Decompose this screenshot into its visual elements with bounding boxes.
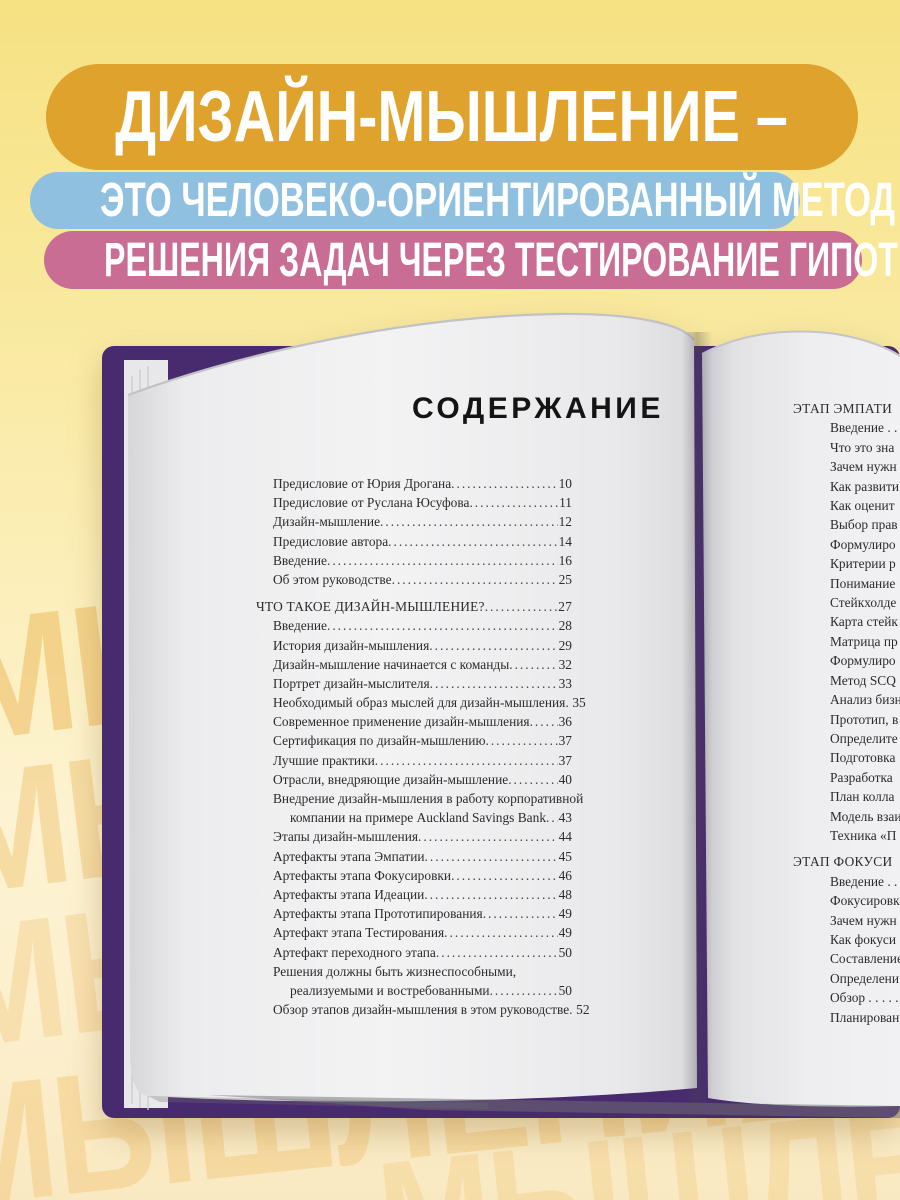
page-title: СОДЕРЖАНИЕ (412, 392, 664, 425)
toc-entry: Карта стейк (830, 614, 898, 630)
right-page-toc: ЭТАП ЭМПАТИ Введение . . . Что это зна Заче… (793, 399, 900, 1027)
toc-entry: Планирован (830, 1009, 900, 1025)
banner-headline: ДИЗАЙН-МЫШЛЕНИЕ – (46, 64, 858, 170)
toc-entry: Артефакт переходного этапа50 (256, 943, 572, 962)
toc-entry: Как оценит (830, 498, 895, 514)
toc-entry: Этапы дизайн-мышления44 (256, 827, 572, 846)
toc-entry: Дизайн-мышление начинается с команды32 (256, 655, 572, 674)
toc-entry: Фокусировк (830, 893, 900, 909)
toc-entry: Составление (830, 951, 900, 967)
toc-entry: Зачем нужн (830, 459, 897, 475)
banner-headline-text: ДИЗАЙН-МЫШЛЕНИЕ – (115, 77, 789, 157)
toc-entry: Введение . . . (830, 873, 900, 889)
toc-entry: Артефакты этапа Эмпатии45 (256, 847, 572, 866)
toc-entry: компании на примере Auckland Savings Ban… (256, 808, 572, 827)
toc-entry: Стейкхолде (830, 595, 897, 611)
toc-section-heading: ЭТАП ФОКУСИ (793, 854, 893, 870)
toc-entry: Отрасли, внедряющие дизайн-мышление40 (256, 770, 572, 789)
right-page (702, 331, 900, 1107)
toc-entry: Введение . . . (830, 420, 900, 436)
toc-entry: Артефакты этапа Фокусировки46 (256, 866, 572, 885)
toc-entry: Формулиро (830, 653, 896, 669)
toc-entry: Метод SCQ (830, 672, 896, 688)
toc-entry: Предисловие от Руслана Юсуфова11 (256, 493, 572, 512)
toc-entry: Введение28 (256, 616, 572, 635)
toc-entry: План колла (830, 789, 895, 805)
toc-entry: Лучшие практики37 (256, 751, 572, 770)
toc-entry: Внедрение дизайн-мышления в работу корпо… (273, 791, 584, 806)
toc-entry: Как развити (830, 478, 899, 494)
toc-entry: Матрица пр (830, 633, 898, 649)
toc-entry: Как фокуси (830, 931, 897, 947)
toc-entry: Подготовка (830, 750, 896, 766)
toc-entry: реализуемыми и востребованными50 (256, 981, 572, 1000)
toc-entry: Необходимый образ мыслей для дизайн-мышл… (256, 693, 586, 712)
toc-entry: Что это зна (830, 439, 895, 455)
toc-entry: ЧТО ТАКОЕ ДИЗАЙН-МЫШЛЕНИЕ?27 (256, 597, 572, 616)
toc-entry: Об этом руководстве25 (256, 570, 572, 589)
toc-entry: Прототип, в (830, 711, 899, 727)
toc-entry: Портрет дизайн-мыслителя33 (256, 674, 572, 693)
banner-subtitle-1-text: ЭТО ЧЕЛОВЕКО-ОРИЕНТИРОВАННЫЙ МЕТОД (100, 174, 896, 227)
toc-entry: Формулиро (830, 536, 896, 552)
banner-subtitle-1: ЭТО ЧЕЛОВЕКО-ОРИЕНТИРОВАННЫЙ МЕТОД (30, 172, 895, 229)
banner-subtitle-2: РЕШЕНИЯ ЗАДАЧ ЧЕРЕЗ ТЕСТИРОВАНИЕ ГИПОТЕЗ (44, 231, 900, 289)
toc-entry: Модель взаи (830, 808, 900, 824)
table-of-contents: Предисловие от Юрия Дрогана10Предисловие… (256, 474, 590, 1019)
toc-entry: Решения должны быть жизнеспособными, (273, 963, 517, 979)
toc-entry: Сертификация по дизайн-мышлению37 (256, 731, 572, 750)
toc-section-heading: ЭТАП ЭМПАТИ (793, 401, 893, 416)
toc-entry: Артефакты этапа Прототипирования49 (256, 904, 572, 923)
toc-entry: Предисловие автора14 (256, 532, 572, 551)
toc-entry: Введение16 (256, 551, 572, 570)
toc-entry: Артефакты этапа Идеации48 (256, 885, 572, 904)
banner-subtitle-2-text: РЕШЕНИЯ ЗАДАЧ ЧЕРЕЗ ТЕСТИРОВАНИЕ ГИПОТЕЗ (104, 233, 900, 287)
toc-entry: Определени (830, 970, 900, 986)
toc-entry: Разработка (830, 769, 893, 785)
toc-entry: Предисловие от Юрия Дрогана10 (256, 474, 572, 493)
toc-entry: Артефакт этапа Тестирования49 (256, 923, 572, 942)
toc-entry: Критерии р (830, 556, 896, 572)
toc-entry: История дизайн-мышления29 (256, 636, 572, 655)
toc-entry: Дизайн-мышление12 (256, 512, 572, 531)
toc-entry: Анализ бизн (830, 692, 900, 708)
toc-entry: Техника «П (830, 827, 897, 843)
toc-entry: Обзор этапов дизайн-мышления в этом руко… (256, 1000, 590, 1019)
toc-entry: Зачем нужн (830, 912, 897, 928)
toc-entry: Обзор . . . . . (830, 990, 899, 1006)
toc-entry: Определите (830, 730, 898, 746)
toc-entry: Выбор прав (830, 517, 898, 533)
toc-entry: Понимание (830, 575, 896, 591)
toc-entry: Современное применение дизайн-мышления36 (256, 712, 572, 731)
